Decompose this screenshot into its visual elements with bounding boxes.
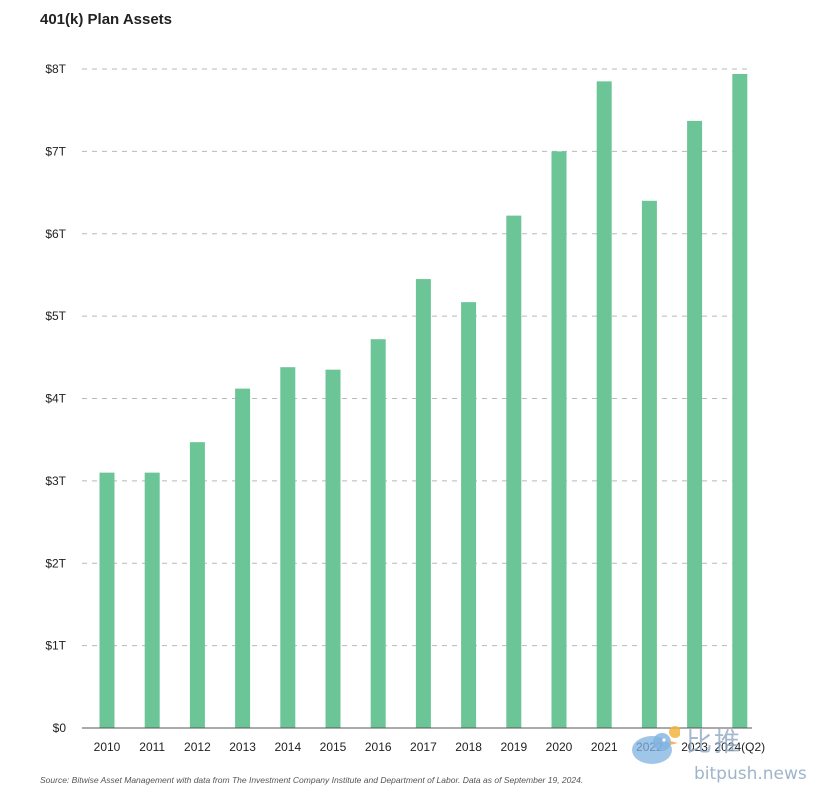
x-tick-label: 2018 [455,740,482,754]
watermark-url: bitpush.news [694,764,807,784]
y-tick-label: $3T [45,474,66,488]
x-tick-label: 2011 [139,740,165,754]
bar-2021 [596,81,612,728]
y-tick-label: $6T [45,227,66,241]
bar-2023 [687,120,703,729]
bar-2019 [506,215,522,728]
x-tick-label: 2016 [365,740,392,754]
bar-2016 [370,339,386,728]
source-note: Source: Bitwise Asset Management with da… [40,775,584,785]
bar-2024(Q2) [732,73,748,728]
y-tick-label: $8T [45,62,66,76]
x-tick-label: 2010 [94,740,121,754]
bar-2017 [415,279,431,728]
x-tick-label: 2017 [410,740,437,754]
y-tick-label: $0 [53,721,67,735]
x-tick-label: 2012 [184,740,211,754]
x-tick-label: 2013 [229,740,256,754]
y-tick-label: $1T [45,639,66,653]
y-tick-label: $4T [45,392,66,406]
bar-2020 [551,151,567,728]
bar-2010 [99,472,115,728]
bar-2015 [325,369,341,728]
bar-2018 [461,302,477,728]
bars [99,73,748,729]
bar-2011 [144,472,160,728]
x-tick-label: 2019 [500,740,527,754]
watermark: 比推 bitpush.news [628,722,818,784]
chart-title: 401(k) Plan Assets [40,11,173,28]
y-tick-label: $5T [45,309,66,323]
y-axis-labels: $0 $1T $2T $3T $4T $5T $6T $7T $8T [45,62,66,735]
y-tick-label: $2T [45,556,66,570]
bar-2012 [189,442,205,728]
bar-2014 [280,367,296,728]
bar-2013 [235,388,251,728]
x-tick-label: 2023 [681,740,708,754]
x-tick-label: 2021 [591,740,618,754]
x-tick-label: 2020 [546,740,573,754]
y-tick-label: $7T [45,144,66,158]
x-tick-label: 2015 [320,740,347,754]
x-tick-label: 2014 [274,740,301,754]
bar-2022 [641,200,657,729]
x-tick-label: 2024(Q2) [714,740,765,754]
bird-logo-icon [632,726,680,764]
watermark-cn-text: 比推 [686,728,743,758]
